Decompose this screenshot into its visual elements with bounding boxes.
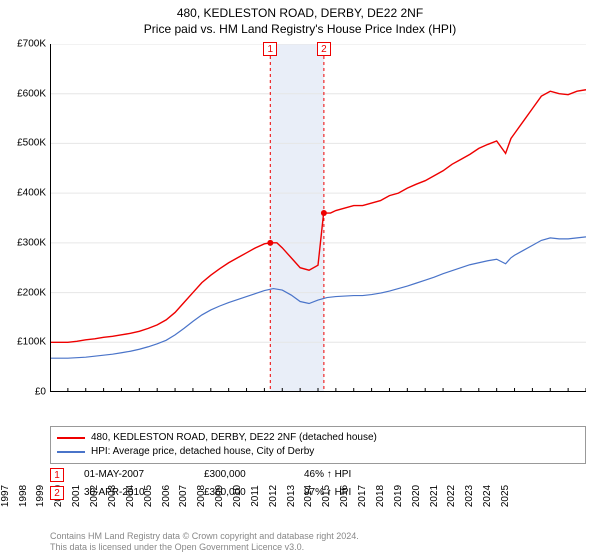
event-badge-1: 1: [50, 468, 64, 482]
event-date-1: 01-MAY-2007: [84, 466, 184, 484]
chart-area: [50, 44, 586, 392]
chart-title-line1: 480, KEDLESTON ROAD, DERBY, DE22 2NF: [0, 6, 600, 22]
footer-attribution: Contains HM Land Registry data © Crown c…: [50, 531, 586, 554]
y-tick-label: £0: [0, 387, 46, 398]
event-badge-2: 2: [50, 486, 64, 500]
legend-label-property: 480, KEDLESTON ROAD, DERBY, DE22 2NF (de…: [91, 431, 377, 445]
legend-box: 480, KEDLESTON ROAD, DERBY, DE22 2NF (de…: [50, 426, 586, 464]
legend-label-hpi: HPI: Average price, detached house, City…: [91, 445, 314, 459]
container: 480, KEDLESTON ROAD, DERBY, DE22 2NF Pri…: [0, 0, 600, 560]
legend-row-property: 480, KEDLESTON ROAD, DERBY, DE22 2NF (de…: [57, 431, 579, 445]
chart-title-line2: Price paid vs. HM Land Registry's House …: [0, 22, 600, 38]
y-tick-label: £200K: [0, 287, 46, 298]
line-chart-svg: [50, 44, 586, 392]
events-table: 1 01-MAY-2007 £300,000 46% ↑ HPI 2 30-AP…: [50, 466, 586, 502]
y-tick-label: £700K: [0, 39, 46, 50]
legend-swatch-property: [57, 437, 85, 439]
y-tick-label: £300K: [0, 237, 46, 248]
event-date-2: 30-APR-2010: [84, 484, 184, 502]
event-row-2: 2 30-APR-2010 £360,000 97% ↑ HPI: [50, 484, 586, 502]
y-tick-label: £400K: [0, 188, 46, 199]
footer-line2: This data is licensed under the Open Gov…: [50, 542, 586, 554]
chart-event-badge: 2: [317, 42, 331, 56]
legend-row-hpi: HPI: Average price, detached house, City…: [57, 445, 579, 459]
legend-swatch-hpi: [57, 451, 85, 453]
footer-line1: Contains HM Land Registry data © Crown c…: [50, 531, 586, 543]
y-tick-label: £500K: [0, 138, 46, 149]
chart-title-block: 480, KEDLESTON ROAD, DERBY, DE22 2NF Pri…: [0, 0, 600, 37]
event-price-1: £300,000: [204, 466, 284, 484]
event-row-1: 1 01-MAY-2007 £300,000 46% ↑ HPI: [50, 466, 586, 484]
event-price-2: £360,000: [204, 484, 284, 502]
chart-event-badge: 1: [263, 42, 277, 56]
y-tick-label: £100K: [0, 337, 46, 348]
event-pct-1: 46% ↑ HPI: [304, 466, 351, 484]
y-tick-label: £600K: [0, 88, 46, 99]
event-pct-2: 97% ↑ HPI: [304, 484, 351, 502]
